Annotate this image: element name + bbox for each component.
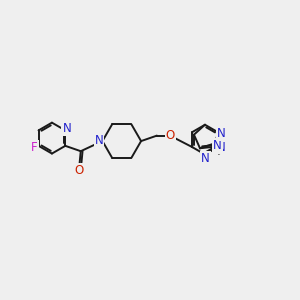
Text: N: N <box>62 122 71 135</box>
Text: N: N <box>201 152 210 164</box>
Text: N: N <box>217 140 226 154</box>
Text: N: N <box>217 127 225 140</box>
Text: N: N <box>94 134 103 147</box>
Text: O: O <box>166 129 175 142</box>
Text: N: N <box>213 139 222 152</box>
Text: O: O <box>74 164 83 177</box>
Text: F: F <box>31 141 38 154</box>
